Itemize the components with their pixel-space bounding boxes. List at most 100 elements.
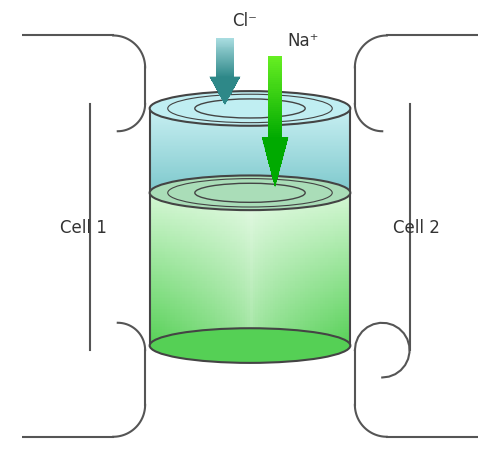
Text: Cell 1: Cell 1 xyxy=(60,218,107,237)
Polygon shape xyxy=(272,193,275,346)
Polygon shape xyxy=(220,96,230,97)
Polygon shape xyxy=(150,111,350,112)
Polygon shape xyxy=(150,135,350,136)
Polygon shape xyxy=(150,183,350,184)
Polygon shape xyxy=(217,91,232,92)
Polygon shape xyxy=(216,43,234,44)
Polygon shape xyxy=(150,172,350,173)
Polygon shape xyxy=(268,101,282,104)
Polygon shape xyxy=(150,116,350,117)
Polygon shape xyxy=(150,297,350,298)
Polygon shape xyxy=(222,100,228,101)
Polygon shape xyxy=(212,82,238,83)
Polygon shape xyxy=(150,206,350,207)
Polygon shape xyxy=(268,57,282,59)
Ellipse shape xyxy=(150,329,350,363)
Polygon shape xyxy=(150,137,350,138)
Polygon shape xyxy=(216,65,234,66)
Polygon shape xyxy=(271,172,280,173)
Polygon shape xyxy=(150,283,350,285)
Polygon shape xyxy=(150,228,350,230)
Polygon shape xyxy=(150,295,350,297)
Text: Cl⁻: Cl⁻ xyxy=(232,11,256,30)
Polygon shape xyxy=(150,289,350,291)
Polygon shape xyxy=(150,197,350,198)
Polygon shape xyxy=(150,182,350,183)
Polygon shape xyxy=(268,134,282,136)
Polygon shape xyxy=(268,91,282,93)
Polygon shape xyxy=(268,122,282,124)
Polygon shape xyxy=(268,110,282,112)
Polygon shape xyxy=(192,193,195,346)
Polygon shape xyxy=(216,55,234,56)
Polygon shape xyxy=(268,100,282,101)
Polygon shape xyxy=(150,192,350,193)
Polygon shape xyxy=(150,198,350,199)
Polygon shape xyxy=(150,140,350,141)
Polygon shape xyxy=(268,89,282,91)
Polygon shape xyxy=(150,225,350,227)
Polygon shape xyxy=(150,293,350,294)
Polygon shape xyxy=(150,250,350,251)
Polygon shape xyxy=(220,97,230,98)
Polygon shape xyxy=(216,41,234,43)
Ellipse shape xyxy=(150,176,350,211)
Polygon shape xyxy=(264,147,286,148)
Polygon shape xyxy=(185,193,188,346)
Polygon shape xyxy=(272,177,278,178)
Polygon shape xyxy=(216,39,234,40)
Polygon shape xyxy=(322,193,325,346)
Polygon shape xyxy=(325,193,328,346)
Polygon shape xyxy=(262,139,288,141)
Polygon shape xyxy=(216,40,234,41)
Polygon shape xyxy=(220,98,229,99)
Polygon shape xyxy=(150,258,350,259)
Polygon shape xyxy=(275,193,278,346)
Polygon shape xyxy=(216,60,234,61)
Polygon shape xyxy=(208,193,210,346)
Polygon shape xyxy=(150,276,350,277)
Polygon shape xyxy=(218,93,232,94)
Polygon shape xyxy=(150,115,350,116)
Polygon shape xyxy=(266,152,284,153)
Polygon shape xyxy=(150,185,350,186)
Polygon shape xyxy=(218,94,231,95)
Polygon shape xyxy=(285,193,288,346)
Polygon shape xyxy=(150,265,350,267)
Polygon shape xyxy=(150,210,350,212)
Polygon shape xyxy=(150,159,350,160)
Polygon shape xyxy=(150,186,350,187)
Polygon shape xyxy=(150,212,350,213)
Polygon shape xyxy=(150,187,350,188)
Polygon shape xyxy=(150,188,350,189)
Polygon shape xyxy=(274,187,276,188)
Polygon shape xyxy=(150,193,350,195)
Polygon shape xyxy=(268,114,282,116)
Polygon shape xyxy=(150,236,350,238)
Polygon shape xyxy=(216,90,234,91)
Polygon shape xyxy=(268,108,282,110)
Polygon shape xyxy=(150,141,350,142)
Polygon shape xyxy=(258,193,260,346)
Polygon shape xyxy=(216,58,234,59)
Polygon shape xyxy=(150,119,350,120)
Polygon shape xyxy=(238,193,240,346)
Polygon shape xyxy=(308,193,310,346)
Polygon shape xyxy=(268,96,282,97)
Polygon shape xyxy=(202,193,205,346)
Polygon shape xyxy=(216,51,234,52)
Polygon shape xyxy=(150,271,350,273)
Polygon shape xyxy=(150,161,350,162)
Polygon shape xyxy=(150,153,350,154)
Polygon shape xyxy=(150,132,350,133)
Polygon shape xyxy=(248,193,250,346)
Polygon shape xyxy=(262,138,288,139)
Polygon shape xyxy=(150,109,350,110)
Polygon shape xyxy=(150,280,350,282)
Polygon shape xyxy=(150,314,350,315)
Polygon shape xyxy=(268,67,282,69)
Polygon shape xyxy=(150,291,350,293)
Polygon shape xyxy=(150,131,350,132)
Polygon shape xyxy=(264,148,285,149)
Polygon shape xyxy=(150,239,350,241)
